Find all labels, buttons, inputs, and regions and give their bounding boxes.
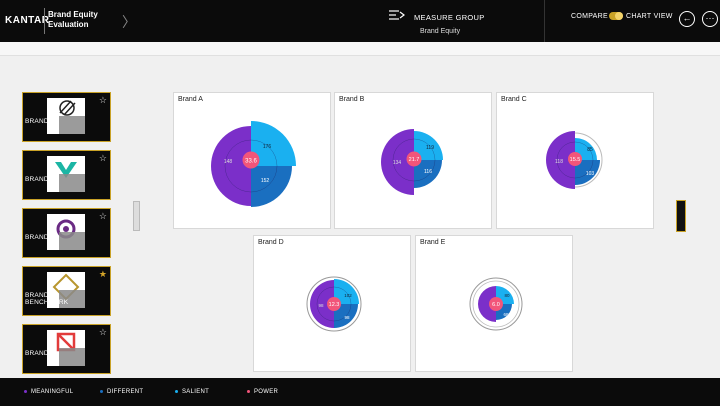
favorite-star-icon[interactable]: ☆ (98, 327, 107, 337)
sidebar-item-brand-d[interactable]: BRAND D BENCHMARK ★ (22, 266, 111, 316)
legend-dot-icon (175, 389, 178, 393)
brand-equity-chart: 33.6 148 176 152 (211, 121, 296, 207)
card-title: Brand C (501, 96, 527, 103)
top-divider (544, 0, 545, 42)
sidebar-item-label: BRAND A (25, 118, 55, 125)
compare-chart-view-toggle[interactable] (609, 12, 623, 20)
sidebar-item-brand-b[interactable]: BRAND B ☆ (22, 150, 111, 200)
legend-label: MEANINGFUL (31, 389, 74, 395)
favorite-star-icon[interactable]: ☆ (98, 211, 107, 221)
legend-dot-icon (24, 389, 27, 393)
salient-value: 176 (263, 144, 272, 150)
measure-group-label[interactable]: MEASURE GROUP (414, 13, 485, 22)
power-value: 33.6 (245, 159, 257, 165)
legend-label: POWER (254, 389, 279, 395)
brand-b-logo-icon (55, 162, 77, 178)
power-value: 6.0 (492, 302, 500, 308)
app-title-line2: Evaluation (48, 20, 89, 29)
brand-logo-thumbnail (47, 272, 85, 308)
card-title: Brand E (420, 239, 446, 246)
legend-label: DIFFERENT (107, 389, 144, 395)
brand-card-b[interactable]: Brand B 21.7 134 119 116 (334, 92, 492, 229)
brand-card-c[interactable]: Brand C 15.5 118 85 103 (496, 92, 654, 229)
sidebar-item-brand-c[interactable]: BRAND C ☆ (22, 208, 111, 258)
sidebar-item-label: BRAND B (25, 176, 56, 183)
different-value: 68 (503, 312, 509, 317)
more-options-icon[interactable]: ⋯ (702, 11, 718, 27)
salient-value: 119 (426, 145, 434, 151)
toggle-knob (615, 12, 623, 20)
different-value: 152 (261, 178, 270, 184)
sidebar-item-brand-e[interactable]: BRAND E ☆ (22, 324, 111, 374)
brand-card-e[interactable]: Brand E 6.0 80 68 (415, 235, 573, 372)
logo-divider (44, 8, 45, 34)
kantar-logo: KANTAR (5, 15, 50, 26)
compare-label: COMPARE (571, 13, 608, 20)
legend-label: SALIENT (182, 389, 210, 395)
favorite-star-icon[interactable]: ★ (98, 269, 107, 279)
meaningful-value: 134 (393, 160, 402, 166)
favorite-star-icon[interactable]: ☆ (98, 95, 107, 105)
meaningful-value: 118 (555, 159, 563, 165)
meaningful-value: 98 (318, 303, 324, 308)
different-value: 103 (586, 171, 595, 177)
legend-power: POWER (247, 389, 278, 395)
brand-equity-chart: 21.7 134 119 116 (381, 129, 443, 195)
thumbnail-overlay (59, 174, 85, 192)
different-value: 116 (424, 169, 432, 175)
salient-value: 80 (504, 293, 510, 298)
legend-dot-icon (247, 389, 250, 393)
sidebar-item-label: BRAND C (25, 234, 56, 241)
breadcrumb-chevron-icon[interactable]: 〉 (122, 14, 136, 30)
measure-group-icon[interactable] (388, 8, 406, 22)
brand-equity-chart: 6.0 80 68 (469, 277, 523, 331)
power-value: 21.7 (409, 157, 420, 163)
brand-logo-thumbnail (47, 214, 85, 250)
thumbnail-overlay (59, 232, 85, 250)
brand-equity-chart: 12.3 98 102 98 (306, 276, 362, 332)
card-title: Brand B (339, 96, 365, 103)
sidebar-collapse-handle[interactable] (133, 201, 140, 231)
sub-toolbar (0, 42, 720, 56)
card-title: Brand A (178, 96, 203, 103)
brand-equity-chart: 15.5 118 85 103 (546, 131, 603, 189)
favorite-star-icon[interactable]: ☆ (98, 153, 107, 163)
sidebar-item-label: BRAND E (25, 350, 56, 357)
brand-a-logo-icon (59, 100, 76, 116)
benchmark-label: BENCHMARK (25, 299, 69, 306)
legend-different: DIFFERENT (100, 389, 143, 395)
thumbnail-overlay (59, 290, 85, 308)
brand-logo-thumbnail (47, 330, 85, 366)
app-title-line1: Brand Equity (48, 10, 98, 19)
brand-card-d[interactable]: Brand D 12.3 98 102 98 (253, 235, 411, 372)
measure-group-value[interactable]: Brand Equity (420, 28, 461, 35)
thumbnail-overlay (59, 116, 85, 134)
card-title: Brand D (258, 239, 284, 246)
brand-logo-thumbnail (47, 156, 85, 192)
brand-name: BRAND D (25, 292, 56, 299)
legend-bar: MEANINGFUL DIFFERENT SALIENT POWER (0, 378, 720, 406)
meaningful-value: 148 (224, 159, 233, 165)
salient-value: 85 (587, 147, 593, 153)
thumbnail-overlay (59, 348, 85, 366)
chart-view-label: CHART VIEW (626, 13, 673, 20)
app-title: Brand Equity Evaluation (48, 10, 98, 30)
salient-value: 102 (344, 293, 352, 298)
right-panel-handle[interactable] (676, 200, 686, 232)
legend-salient: SALIENT (175, 389, 209, 395)
different-value: 98 (344, 315, 350, 320)
sidebar-item-label: BRAND D BENCHMARK (25, 292, 68, 306)
power-value: 15.5 (570, 157, 581, 163)
legend-dot-icon (100, 389, 103, 393)
brand-card-a[interactable]: Brand A 33.6 148 176 152 (173, 92, 331, 229)
sidebar-item-brand-a[interactable]: BRAND A ☆ (22, 92, 111, 142)
power-value: 12.3 (329, 302, 340, 308)
brand-logo-thumbnail (47, 98, 85, 134)
back-arrow-icon[interactable]: ← (679, 11, 695, 27)
top-bar: KANTAR Brand Equity Evaluation 〉 MEASURE… (0, 0, 720, 42)
legend-meaningful: MEANINGFUL (24, 389, 73, 395)
